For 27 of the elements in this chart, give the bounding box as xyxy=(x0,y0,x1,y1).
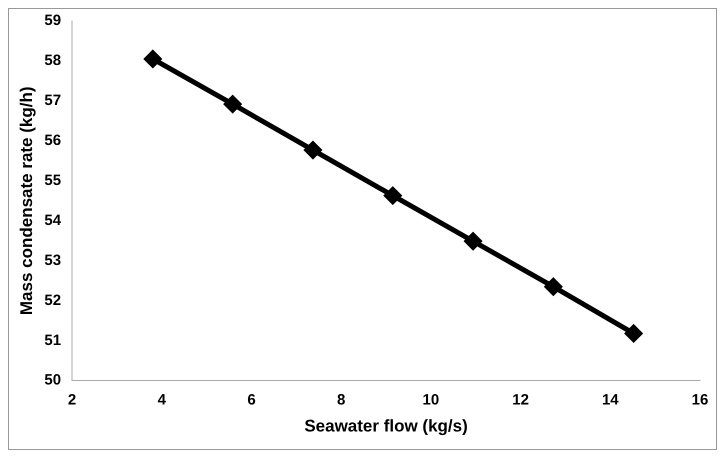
y-tick-label: 55 xyxy=(44,172,62,189)
point xyxy=(384,187,402,204)
y-tick-label: 52 xyxy=(44,292,62,309)
x-axis-title: Seawater flow (kg/s) xyxy=(304,416,468,436)
y-tick-label: 51 xyxy=(44,332,62,349)
x-tick-label: 2 xyxy=(68,392,76,409)
y-tick-label: 50 xyxy=(44,372,62,389)
x-tick-label: 8 xyxy=(337,392,346,409)
point xyxy=(625,324,642,342)
y-tick-label: 58 xyxy=(44,52,62,70)
point xyxy=(464,232,482,250)
y-tick-label: 54 xyxy=(44,212,62,229)
point xyxy=(144,50,162,68)
x-tick-label: 16 xyxy=(692,392,708,409)
y-tick-label: 53 xyxy=(44,252,62,269)
x-tick-label: 12 xyxy=(512,392,529,409)
x-tick-label: 6 xyxy=(247,392,256,409)
x-tick-label: 4 xyxy=(158,392,167,409)
y-tick-label: 56 xyxy=(44,132,62,150)
point xyxy=(224,96,242,113)
x-tick-label: 10 xyxy=(422,392,440,409)
x-tick-label: 14 xyxy=(602,392,620,409)
y-tick-label: 57 xyxy=(44,92,62,110)
y-axis-title: Mass condensate rate (kg/h) xyxy=(16,86,36,316)
point xyxy=(304,142,322,159)
point xyxy=(544,278,562,296)
y-tick-label: 59 xyxy=(44,12,62,30)
